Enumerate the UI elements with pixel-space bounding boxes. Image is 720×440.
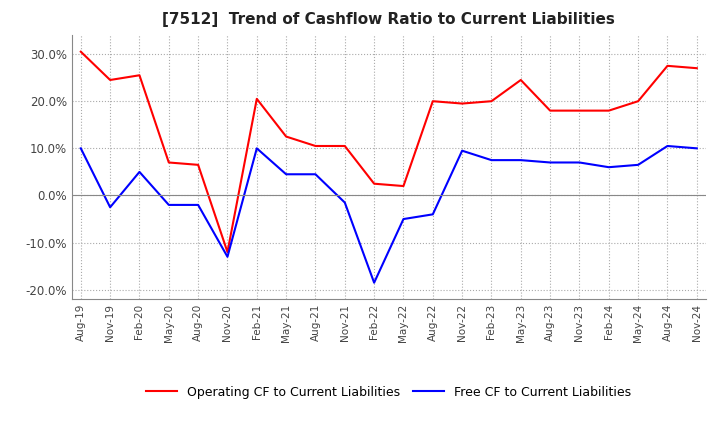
Free CF to Current Liabilities xyxy=(693,146,701,151)
Free CF to Current Liabilities xyxy=(76,146,85,151)
Operating CF to Current Liabilities xyxy=(282,134,290,139)
Free CF to Current Liabilities xyxy=(194,202,202,208)
Free CF to Current Liabilities xyxy=(135,169,144,175)
Operating CF to Current Liabilities xyxy=(194,162,202,168)
Free CF to Current Liabilities xyxy=(487,158,496,163)
Free CF to Current Liabilities xyxy=(516,158,525,163)
Free CF to Current Liabilities xyxy=(311,172,320,177)
Operating CF to Current Liabilities xyxy=(546,108,554,113)
Operating CF to Current Liabilities xyxy=(605,108,613,113)
Line: Operating CF to Current Liabilities: Operating CF to Current Liabilities xyxy=(81,51,697,252)
Operating CF to Current Liabilities xyxy=(458,101,467,106)
Free CF to Current Liabilities xyxy=(223,254,232,260)
Free CF to Current Liabilities xyxy=(428,212,437,217)
Free CF to Current Liabilities xyxy=(458,148,467,153)
Operating CF to Current Liabilities xyxy=(575,108,584,113)
Operating CF to Current Liabilities xyxy=(399,183,408,189)
Operating CF to Current Liabilities xyxy=(106,77,114,83)
Operating CF to Current Liabilities xyxy=(164,160,173,165)
Title: [7512]  Trend of Cashflow Ratio to Current Liabilities: [7512] Trend of Cashflow Ratio to Curren… xyxy=(163,12,615,27)
Operating CF to Current Liabilities xyxy=(223,249,232,255)
Operating CF to Current Liabilities xyxy=(253,96,261,102)
Free CF to Current Liabilities xyxy=(341,200,349,205)
Operating CF to Current Liabilities xyxy=(634,99,642,104)
Operating CF to Current Liabilities xyxy=(516,77,525,83)
Operating CF to Current Liabilities xyxy=(311,143,320,149)
Free CF to Current Liabilities xyxy=(164,202,173,208)
Operating CF to Current Liabilities xyxy=(428,99,437,104)
Operating CF to Current Liabilities xyxy=(663,63,672,69)
Operating CF to Current Liabilities xyxy=(135,73,144,78)
Operating CF to Current Liabilities xyxy=(487,99,496,104)
Free CF to Current Liabilities xyxy=(399,216,408,222)
Free CF to Current Liabilities xyxy=(253,146,261,151)
Free CF to Current Liabilities xyxy=(106,205,114,210)
Operating CF to Current Liabilities xyxy=(341,143,349,149)
Free CF to Current Liabilities xyxy=(370,280,379,286)
Free CF to Current Liabilities xyxy=(282,172,290,177)
Operating CF to Current Liabilities xyxy=(693,66,701,71)
Free CF to Current Liabilities xyxy=(663,143,672,149)
Free CF to Current Liabilities xyxy=(575,160,584,165)
Operating CF to Current Liabilities xyxy=(370,181,379,187)
Free CF to Current Liabilities xyxy=(546,160,554,165)
Free CF to Current Liabilities xyxy=(634,162,642,168)
Operating CF to Current Liabilities xyxy=(76,49,85,54)
Line: Free CF to Current Liabilities: Free CF to Current Liabilities xyxy=(81,146,697,283)
Free CF to Current Liabilities xyxy=(605,165,613,170)
Legend: Operating CF to Current Liabilities, Free CF to Current Liabilities: Operating CF to Current Liabilities, Fre… xyxy=(141,381,636,404)
